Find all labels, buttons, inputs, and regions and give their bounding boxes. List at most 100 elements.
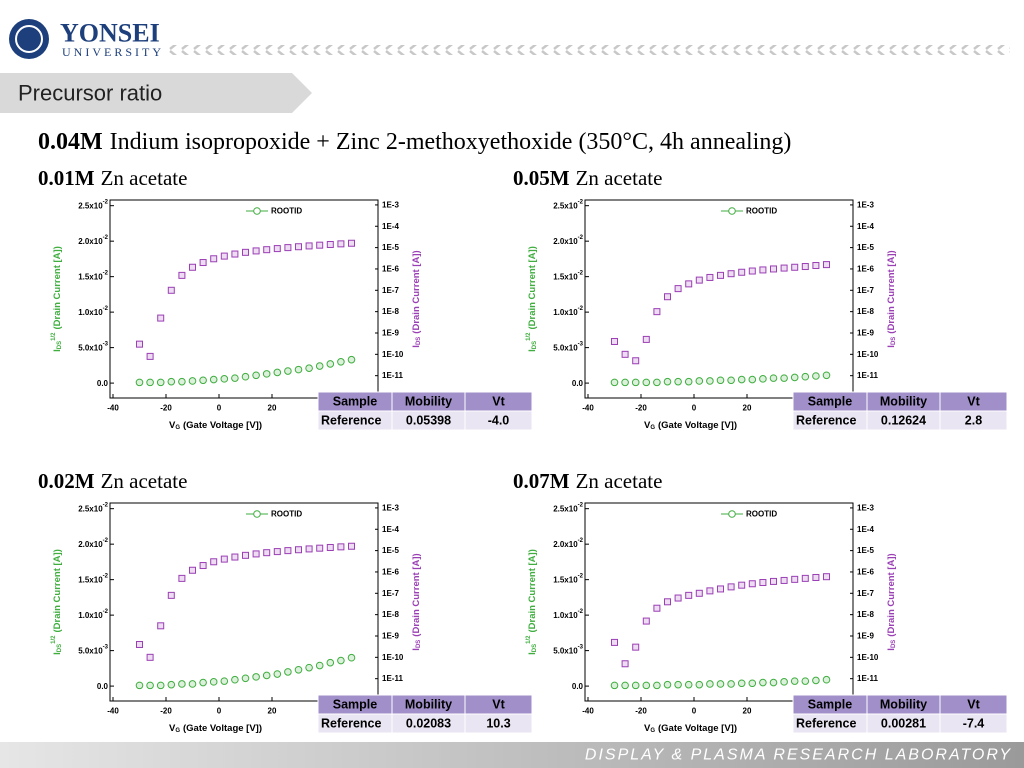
marker-square — [611, 638, 618, 646]
marker-circle — [759, 375, 767, 383]
logo-subtitle: UNIVERSITY — [62, 45, 164, 59]
y-tick-text: 5.0x10 — [78, 343, 103, 352]
y-tick-text: 1.5x10 — [553, 272, 578, 281]
y2-tick-label: 1E-7 — [382, 286, 399, 295]
marker-square — [146, 653, 154, 661]
y-axis-label: IDS1/2 (Drain Current [A]) — [526, 246, 538, 352]
y2-tick-label: 1E-10 — [857, 653, 879, 662]
marker-circle — [812, 676, 820, 685]
y-tick-label: 2.0x10-2 — [553, 235, 583, 246]
y-tick-text: 2.5x10 — [78, 201, 103, 210]
y-tick-exponent: -2 — [578, 503, 584, 509]
y2-axis-label: IDS (Drain Current [A]) — [886, 553, 898, 650]
chart: 0.01M Zn acetate0.05.0x10-31.0x10-21.5x10… — [38, 166, 533, 432]
y-tick-label: 0.0 — [97, 682, 109, 691]
marker-square — [348, 542, 355, 550]
marker-circle — [610, 681, 619, 690]
x-axis-label-rest: (Gate Voltage [V]) — [658, 723, 737, 734]
x-axis-label: VG (Gate Voltage [V]) — [169, 420, 262, 432]
y-tick-text: 5.0x10 — [553, 343, 578, 352]
marker-square — [348, 239, 355, 247]
y-axis-label: IDS1/2 (Drain Current [A]) — [51, 246, 63, 352]
y-axis-label-sub: DS — [57, 644, 63, 652]
legend-marker — [728, 207, 736, 215]
y-tick-text: 0.0 — [572, 682, 584, 691]
table-header: Vt — [967, 395, 980, 409]
x-axis-label-main: V — [644, 420, 651, 431]
x-axis-label: VG (Gate Voltage [V]) — [169, 723, 262, 735]
marker-circle — [252, 673, 260, 681]
y-tick-exponent: -2 — [578, 306, 584, 312]
x-axis-label: VG (Gate Voltage [V]) — [644, 723, 737, 735]
x-tick-label: 0 — [692, 707, 697, 716]
marker-square — [748, 267, 756, 275]
y2-tick-label: 1E-3 — [382, 200, 399, 209]
y2-axis-label-rest: (Drain Current [A]) — [411, 553, 422, 636]
marker-square — [812, 573, 820, 581]
marker-circle — [146, 681, 154, 690]
y2-axis-label-sub: DS — [416, 640, 422, 648]
marker-square — [621, 350, 629, 358]
marker-square — [199, 562, 207, 570]
x-axis-label-rest: (Gate Voltage [V]) — [658, 420, 737, 431]
table-cell: -4.0 — [488, 414, 510, 428]
marker-square — [178, 574, 186, 582]
marker-square — [642, 335, 650, 343]
y-tick-text: 1.0x10 — [78, 308, 103, 317]
marker-square — [252, 550, 260, 558]
chart-title-text: Zn acetate — [101, 469, 188, 493]
y-tick-label: 1.0x10-2 — [78, 609, 108, 620]
y2-tick-label: 1E-10 — [382, 653, 404, 662]
y2-tick-label: 1E-7 — [857, 589, 874, 598]
x-tick-label: 0 — [217, 404, 222, 413]
y-tick-label: 2.0x10-2 — [78, 538, 108, 549]
y2-axis-label-main: I — [886, 345, 897, 348]
marker-square — [727, 583, 735, 591]
y2-tick-label: 1E-5 — [857, 546, 874, 555]
y2-tick-label: 1E-4 — [857, 525, 874, 534]
y-tick-label: 0.0 — [572, 682, 584, 691]
y-tick-label: 1.5x10-2 — [78, 271, 108, 282]
plot-frame — [584, 199, 854, 399]
table-cell: Reference — [796, 717, 856, 731]
legend-label: ROOTID — [271, 510, 302, 519]
x-tick-label: -20 — [635, 707, 647, 716]
marker-circle — [727, 376, 735, 385]
y-tick-label: 1.5x10-2 — [78, 574, 108, 585]
y-axis-label: IDS1/2 (Drain Current [A]) — [51, 549, 63, 655]
marker-square — [146, 352, 154, 360]
table-cell-bg — [939, 410, 1008, 431]
marker-circle — [326, 658, 335, 667]
y-tick-label: 5.0x10-3 — [78, 342, 108, 353]
legend-label: ROOTID — [271, 207, 302, 216]
marker-circle — [220, 677, 229, 685]
table-header: Vt — [492, 698, 505, 712]
logo: YONSEI UNIVERSITY — [9, 19, 164, 59]
marker-circle — [822, 371, 831, 380]
heading-rest: Indium isopropoxide + Zinc 2-methoxyetho… — [110, 129, 792, 155]
table-cell: 0.02083 — [406, 717, 451, 731]
y2-axis-label-rest: (Drain Current [A]) — [886, 553, 897, 636]
y2-tick-label: 1E-8 — [857, 610, 874, 619]
y-tick-exponent: -2 — [578, 200, 584, 206]
marker-circle — [294, 665, 303, 674]
y2-tick-label: 1E-7 — [857, 286, 874, 295]
y2-tick-label: 1E-5 — [382, 243, 399, 252]
marker-circle — [621, 378, 629, 387]
marker-circle — [231, 374, 239, 382]
marker-square — [337, 240, 345, 248]
marker-circle — [284, 367, 292, 375]
marker-square — [231, 553, 239, 561]
y-tick-label: 5.0x10-3 — [78, 645, 108, 656]
y-tick-label: 2.5x10-2 — [78, 503, 108, 514]
y-tick-exponent: -2 — [103, 503, 109, 509]
y-tick-text: 2.0x10 — [78, 237, 103, 246]
chart-title-text: Zn acetate — [101, 166, 188, 190]
marker-square — [295, 243, 302, 251]
marker-square — [801, 263, 809, 271]
marker-circle — [241, 372, 250, 381]
marker-square — [738, 581, 746, 589]
y2-tick-label: 1E-5 — [382, 546, 399, 555]
table-cell: -7.4 — [963, 717, 985, 731]
